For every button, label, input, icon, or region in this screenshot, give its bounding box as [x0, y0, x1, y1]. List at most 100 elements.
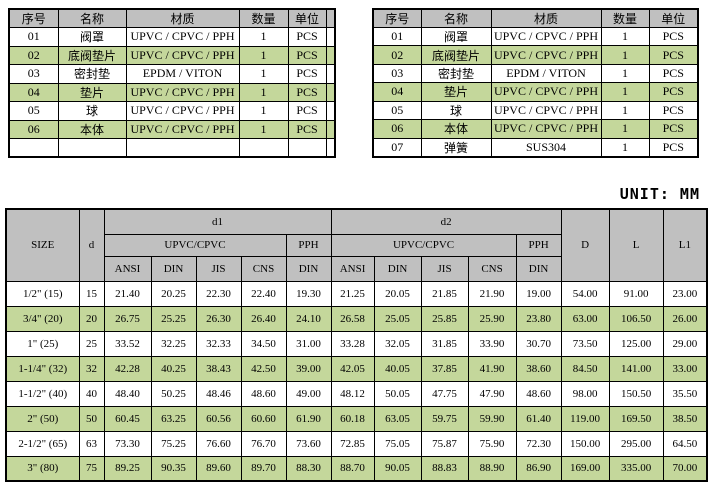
col-header-qty: 数量 — [600, 8, 650, 28]
table-row: 06 本体 UPVC / CPVC / PPH 1 PCS — [372, 119, 699, 139]
table-cell: 119.00 — [560, 405, 610, 432]
table-cell: 89.70 — [240, 455, 287, 482]
table-row: 1-1/4" (32) 32 42.28 40.25 38.43 42.50 39.00 42… — [5, 355, 708, 382]
table-cell: 50 — [78, 405, 105, 432]
table-cell: PCS — [648, 26, 699, 47]
col-header-d2-cns: CNS — [467, 255, 517, 282]
table-cell: 24.10 — [285, 305, 332, 332]
parts-right-header-row: 序号 名称 材质 数量 单位 — [372, 8, 699, 28]
table-cell: 阀罩 — [420, 26, 492, 47]
table-cell: 61.40 — [515, 405, 562, 432]
table-cell: UPVC / CPVC / PPH — [490, 82, 602, 102]
table-cell: 60.60 — [240, 405, 287, 432]
col-header-d2-jis: JIS — [420, 255, 469, 282]
col-header-d2-din: DIN — [373, 255, 422, 282]
table-cell: 01 — [8, 27, 59, 47]
col-header-material: 材质 — [490, 8, 602, 28]
table-cell: 32 — [78, 355, 105, 382]
table-cell: 23.00 — [662, 280, 708, 307]
table-cell: 37.85 — [420, 355, 469, 382]
table-cell: 1 — [600, 63, 650, 84]
table-cell: SUS304 — [490, 137, 602, 158]
table-cell: 30.70 — [515, 330, 562, 357]
table-cell: 26.00 — [662, 305, 708, 332]
table-cell: 垫片 — [57, 82, 127, 102]
table-cell: 169.00 — [560, 455, 610, 482]
table-cell: 21.90 — [467, 280, 517, 307]
table-cell: 2-1/2" (65) — [5, 430, 80, 457]
table-cell: 32.33 — [195, 330, 242, 357]
table-cell: 50.25 — [150, 380, 197, 407]
table-cell: PCS — [648, 45, 699, 65]
col-header-D: D — [560, 208, 610, 282]
col-header-d2: d2 — [330, 208, 562, 235]
dim-header-row-groups: SIZE d d1 d2 D L L1 — [5, 208, 708, 282]
table-cell — [325, 82, 336, 102]
table-cell: 60.45 — [103, 405, 152, 432]
table-cell: 19.30 — [285, 280, 332, 307]
table-cell: 1 — [238, 101, 289, 121]
table-cell — [325, 119, 336, 139]
table-row — [8, 138, 336, 158]
table-cell: 60.18 — [330, 405, 375, 432]
table-row: 01 阀罩 UPVC / CPVC / PPH 1 PCS — [372, 26, 699, 47]
table-cell: UPVC / CPVC / PPH — [125, 45, 240, 65]
table-cell: 169.50 — [608, 405, 664, 432]
table-cell: 47.90 — [467, 380, 517, 407]
col-header-material: 材质 — [125, 8, 240, 28]
table-cell: 31.85 — [420, 330, 469, 357]
table-cell: 底阀垫片 — [420, 45, 492, 65]
table-cell: 06 — [372, 119, 422, 139]
col-header-name: 名称 — [420, 8, 492, 28]
table-cell — [325, 27, 336, 47]
table-cell: EPDM / VITON — [490, 63, 602, 84]
table-cell: 72.30 — [515, 430, 562, 457]
table-row: 05 球 UPVC / CPVC / PPH 1 PCS — [8, 101, 336, 121]
table-cell: UPVC / CPVC / PPH — [490, 26, 602, 47]
col-header-d1-cns: CNS — [240, 255, 287, 282]
table-cell — [125, 138, 240, 158]
table-cell: 76.70 — [240, 430, 287, 457]
table-cell: 阀罩 — [57, 27, 127, 47]
table-row: 1" (25) 25 33.52 32.25 32.33 34.50 31.00 33.28 3… — [5, 330, 708, 357]
table-cell: 球 — [57, 101, 127, 121]
col-header-no: 序号 — [8, 8, 59, 28]
table-cell: 26.40 — [240, 305, 287, 332]
table-cell: 63.25 — [150, 405, 197, 432]
table-cell: 本体 — [57, 119, 127, 139]
table-cell: 1 — [238, 64, 289, 84]
table-cell: 141.00 — [608, 355, 664, 382]
table-cell: 26.30 — [195, 305, 242, 332]
col-header-d1-upvc-cpvc: UPVC/CPVC — [103, 233, 287, 257]
table-cell: 73.50 — [560, 330, 610, 357]
table-cell — [57, 138, 127, 158]
col-header-d1-ansi: ANSI — [103, 255, 152, 282]
table-cell: 34.50 — [240, 330, 287, 357]
table-cell: 73.60 — [285, 430, 332, 457]
table-cell: 41.90 — [467, 355, 517, 382]
table-cell: 1 — [600, 119, 650, 139]
table-cell: 72.85 — [330, 430, 375, 457]
col-header-d2-upvc-cpvc: UPVC/CPVC — [330, 233, 517, 257]
table-cell: 26.58 — [330, 305, 375, 332]
table-cell: 04 — [8, 82, 59, 102]
table-cell: 125.00 — [608, 330, 664, 357]
table-row: 2-1/2" (65) 63 73.30 75.25 76.60 76.70 73.60 72… — [5, 430, 708, 457]
table-cell — [325, 101, 336, 121]
table-cell — [287, 138, 327, 158]
table-cell: 59.90 — [467, 405, 517, 432]
table-cell: 86.90 — [515, 455, 562, 482]
table-cell: UPVC / CPVC / PPH — [490, 45, 602, 65]
table-cell: PCS — [287, 27, 327, 47]
table-cell: 04 — [372, 82, 422, 102]
table-row: 06 本体 UPVC / CPVC / PPH 1 PCS — [8, 119, 336, 139]
table-cell: 91.00 — [608, 280, 664, 307]
table-cell: UPVC / CPVC / PPH — [490, 100, 602, 121]
col-header-no: 序号 — [372, 8, 422, 28]
table-cell: 20.05 — [373, 280, 422, 307]
table-cell: 20.25 — [150, 280, 197, 307]
table-cell: 75.05 — [373, 430, 422, 457]
table-row: 07 弹簧 SUS304 1 PCS — [372, 137, 699, 158]
table-cell: 33.52 — [103, 330, 152, 357]
col-header-d2-pph-din: DIN — [515, 255, 562, 282]
